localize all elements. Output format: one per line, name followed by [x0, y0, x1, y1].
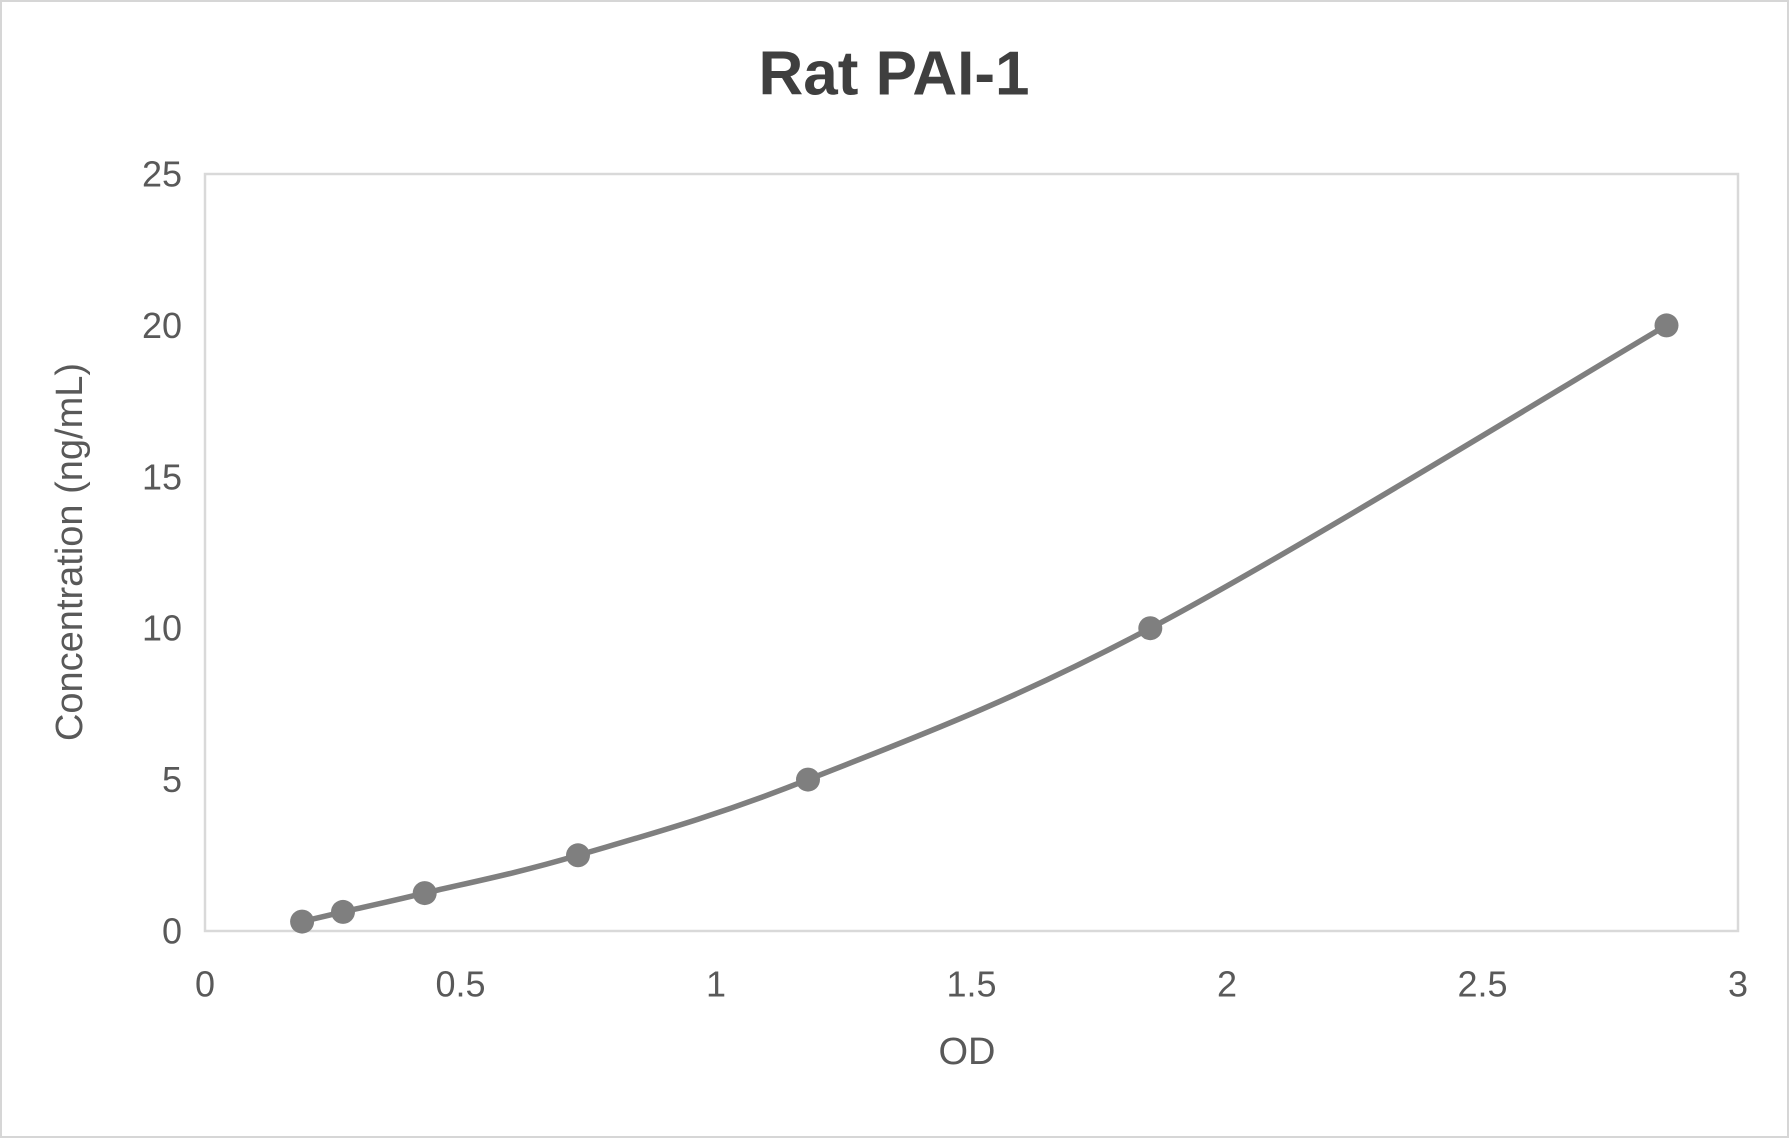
plot-layer: 0 0.5 1 1.5 2 2.5 3 0 5 10 15 20 25: [142, 154, 1748, 1005]
x-tick-label: 2.5: [1457, 964, 1507, 1005]
chart-title: Rat PAI-1: [758, 40, 1029, 109]
y-axis-title: Concentration (ng/mL): [49, 363, 91, 741]
x-tick-label: 2: [1217, 964, 1237, 1005]
x-tick-label: 0: [195, 964, 215, 1005]
series-line: [299, 322, 1670, 925]
data-point-marker: [1654, 313, 1679, 338]
plot-area-border: [203, 172, 1740, 933]
data-point-marker: [290, 909, 315, 934]
data-point-marker: [566, 843, 590, 868]
x-tick-label: 3: [1728, 964, 1748, 1005]
y-tick-label: 10: [142, 608, 182, 649]
data-point-marker: [331, 899, 355, 924]
data-point-marker: [1138, 616, 1163, 641]
data-point-marker: [412, 881, 437, 906]
y-tick-label: 20: [142, 305, 182, 346]
y-tick-label: 15: [142, 456, 182, 497]
data-point-marker: [796, 767, 820, 792]
y-tick-label: 5: [162, 759, 182, 800]
x-tick-label: 0.5: [435, 964, 485, 1005]
x-tick-label: 1: [706, 964, 726, 1005]
x-axis-title: OD: [939, 1031, 996, 1073]
y-tick-label: 25: [142, 154, 182, 195]
x-tick-label: 1.5: [946, 964, 996, 1005]
y-tick-label: 0: [162, 911, 182, 952]
